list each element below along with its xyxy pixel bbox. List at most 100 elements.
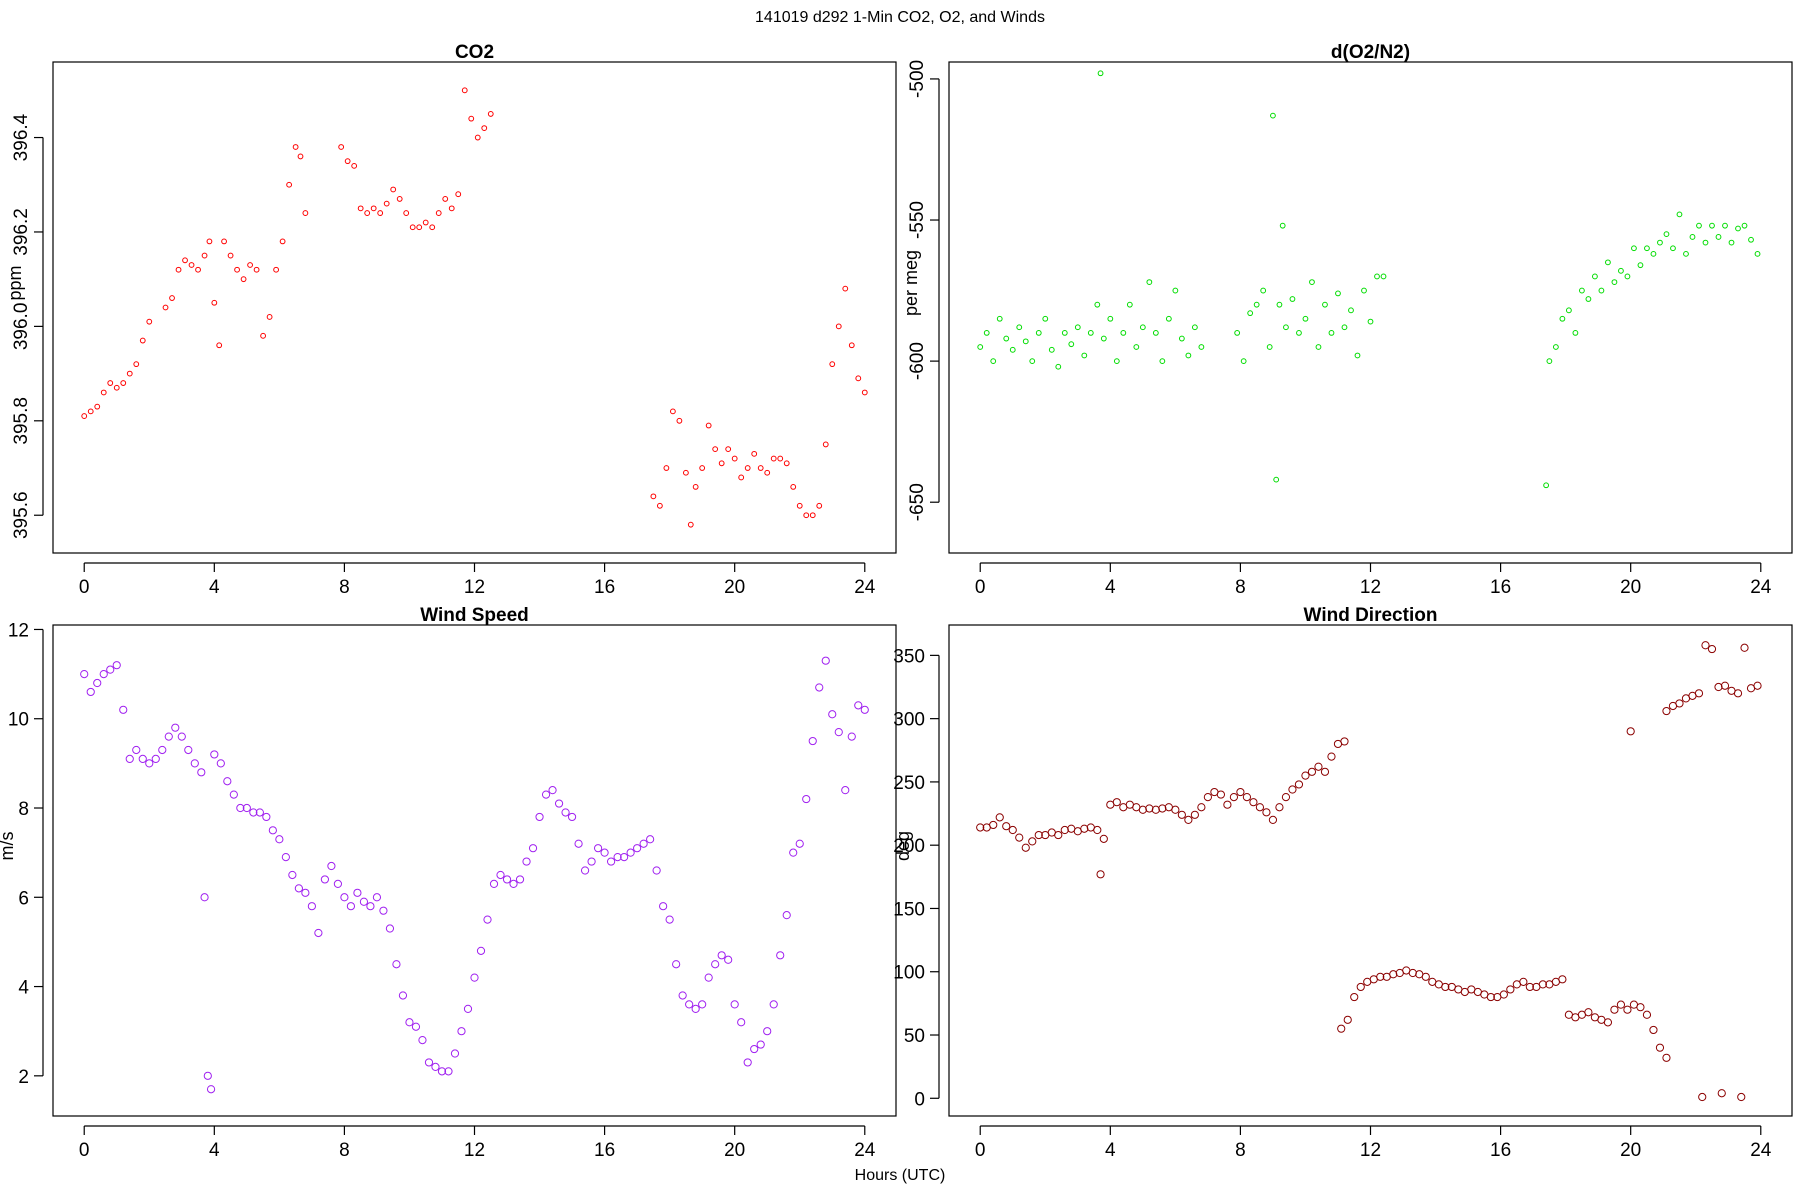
data-point — [763, 1027, 772, 1036]
data-point — [743, 1058, 752, 1067]
data-point — [240, 276, 247, 283]
data-point — [1584, 1008, 1593, 1017]
data-point — [1253, 301, 1260, 308]
data-point — [307, 902, 316, 911]
data-point — [385, 924, 395, 933]
data-point — [1356, 982, 1365, 992]
data-point — [1644, 245, 1650, 252]
data-point — [81, 413, 88, 419]
data-point — [802, 794, 811, 804]
data-point — [1068, 341, 1075, 348]
data-point — [1735, 225, 1741, 232]
data-point — [861, 389, 868, 396]
data-point — [1715, 234, 1722, 240]
data-point — [1197, 803, 1206, 812]
plot-frame — [52, 624, 897, 1117]
data-point — [1753, 681, 1762, 690]
x-tick-label: 20 — [724, 1140, 745, 1161]
data-point — [1631, 245, 1637, 252]
data-point — [1605, 259, 1611, 266]
data-point — [561, 808, 570, 817]
data-point — [107, 380, 114, 386]
data-point — [659, 902, 668, 911]
data-point — [541, 790, 551, 799]
data-point — [1709, 222, 1715, 229]
data-point — [1322, 301, 1328, 308]
data-point — [841, 786, 850, 795]
data-point — [738, 474, 745, 481]
data-point — [704, 973, 713, 982]
y-tick-label: -500 — [907, 60, 928, 98]
data-point — [600, 848, 609, 857]
data-point — [1565, 307, 1572, 314]
x-tick-label: 12 — [464, 1140, 485, 1161]
data-point — [405, 1018, 414, 1027]
data-point — [1055, 363, 1062, 370]
data-point — [725, 446, 732, 453]
data-points — [977, 70, 1761, 489]
data-point — [990, 358, 997, 365]
data-point — [353, 888, 362, 897]
data-point — [718, 460, 725, 467]
data-point — [795, 839, 804, 848]
data-point — [1754, 250, 1761, 257]
data-point — [1262, 808, 1271, 817]
data-point — [1178, 335, 1185, 342]
data-point — [669, 408, 676, 415]
data-point — [1598, 287, 1605, 294]
data-point — [1327, 752, 1336, 761]
data-point — [1009, 346, 1016, 353]
data-point — [730, 1000, 739, 1009]
data-point — [262, 812, 271, 822]
data-point — [346, 902, 356, 911]
x-tick-label: 8 — [339, 577, 350, 598]
data-point — [633, 844, 642, 853]
x-tick-label: 0 — [79, 1140, 90, 1161]
x-tick-label: 0 — [975, 577, 986, 598]
data-point — [855, 375, 862, 382]
data-point — [200, 893, 209, 902]
data-point — [1389, 970, 1398, 979]
data-point — [1683, 250, 1689, 257]
data-point — [1034, 830, 1043, 840]
data-point — [1717, 1089, 1726, 1098]
data-point — [1499, 990, 1508, 999]
data-point — [1337, 1024, 1346, 1033]
data-point — [1701, 641, 1710, 650]
data-point — [567, 812, 577, 822]
y-tick-label: 396.0 — [11, 303, 32, 351]
data-point — [854, 701, 863, 710]
x-tick-label: 4 — [1105, 1140, 1116, 1161]
data-point — [976, 823, 985, 832]
data-point — [227, 252, 234, 259]
panel-4: Wind Direction 0 4 8 12 16 20 24 0 50 100 150 200 250… — [893, 605, 1793, 1161]
data-point — [711, 960, 720, 969]
data-point — [737, 1018, 746, 1027]
data-point — [580, 866, 590, 875]
data-point — [606, 857, 616, 866]
data-point — [216, 759, 225, 768]
data-point — [756, 1040, 765, 1049]
data-point — [769, 1000, 778, 1009]
data-point — [357, 205, 364, 212]
data-point — [211, 299, 218, 306]
data-point — [448, 205, 455, 212]
data-point — [403, 210, 410, 216]
data-point — [652, 866, 661, 875]
data-point — [1060, 825, 1069, 835]
y-tick-label: 300 — [893, 710, 925, 731]
data-point — [229, 790, 238, 799]
data-point — [435, 210, 442, 216]
data-point — [502, 875, 512, 884]
y-tick-label: 200 — [893, 836, 925, 857]
data-point — [1611, 279, 1618, 286]
data-point — [1158, 804, 1167, 813]
data-point — [515, 875, 525, 884]
data-point — [221, 238, 227, 245]
data-point — [744, 465, 751, 471]
data-point — [1618, 267, 1624, 274]
figure-x-axis-label: Hours (UTC) — [855, 1167, 946, 1184]
data-point — [1126, 301, 1133, 308]
panel-title: d(O2/N2) — [1331, 42, 1410, 63]
y-axis-label: ppm — [5, 265, 25, 300]
